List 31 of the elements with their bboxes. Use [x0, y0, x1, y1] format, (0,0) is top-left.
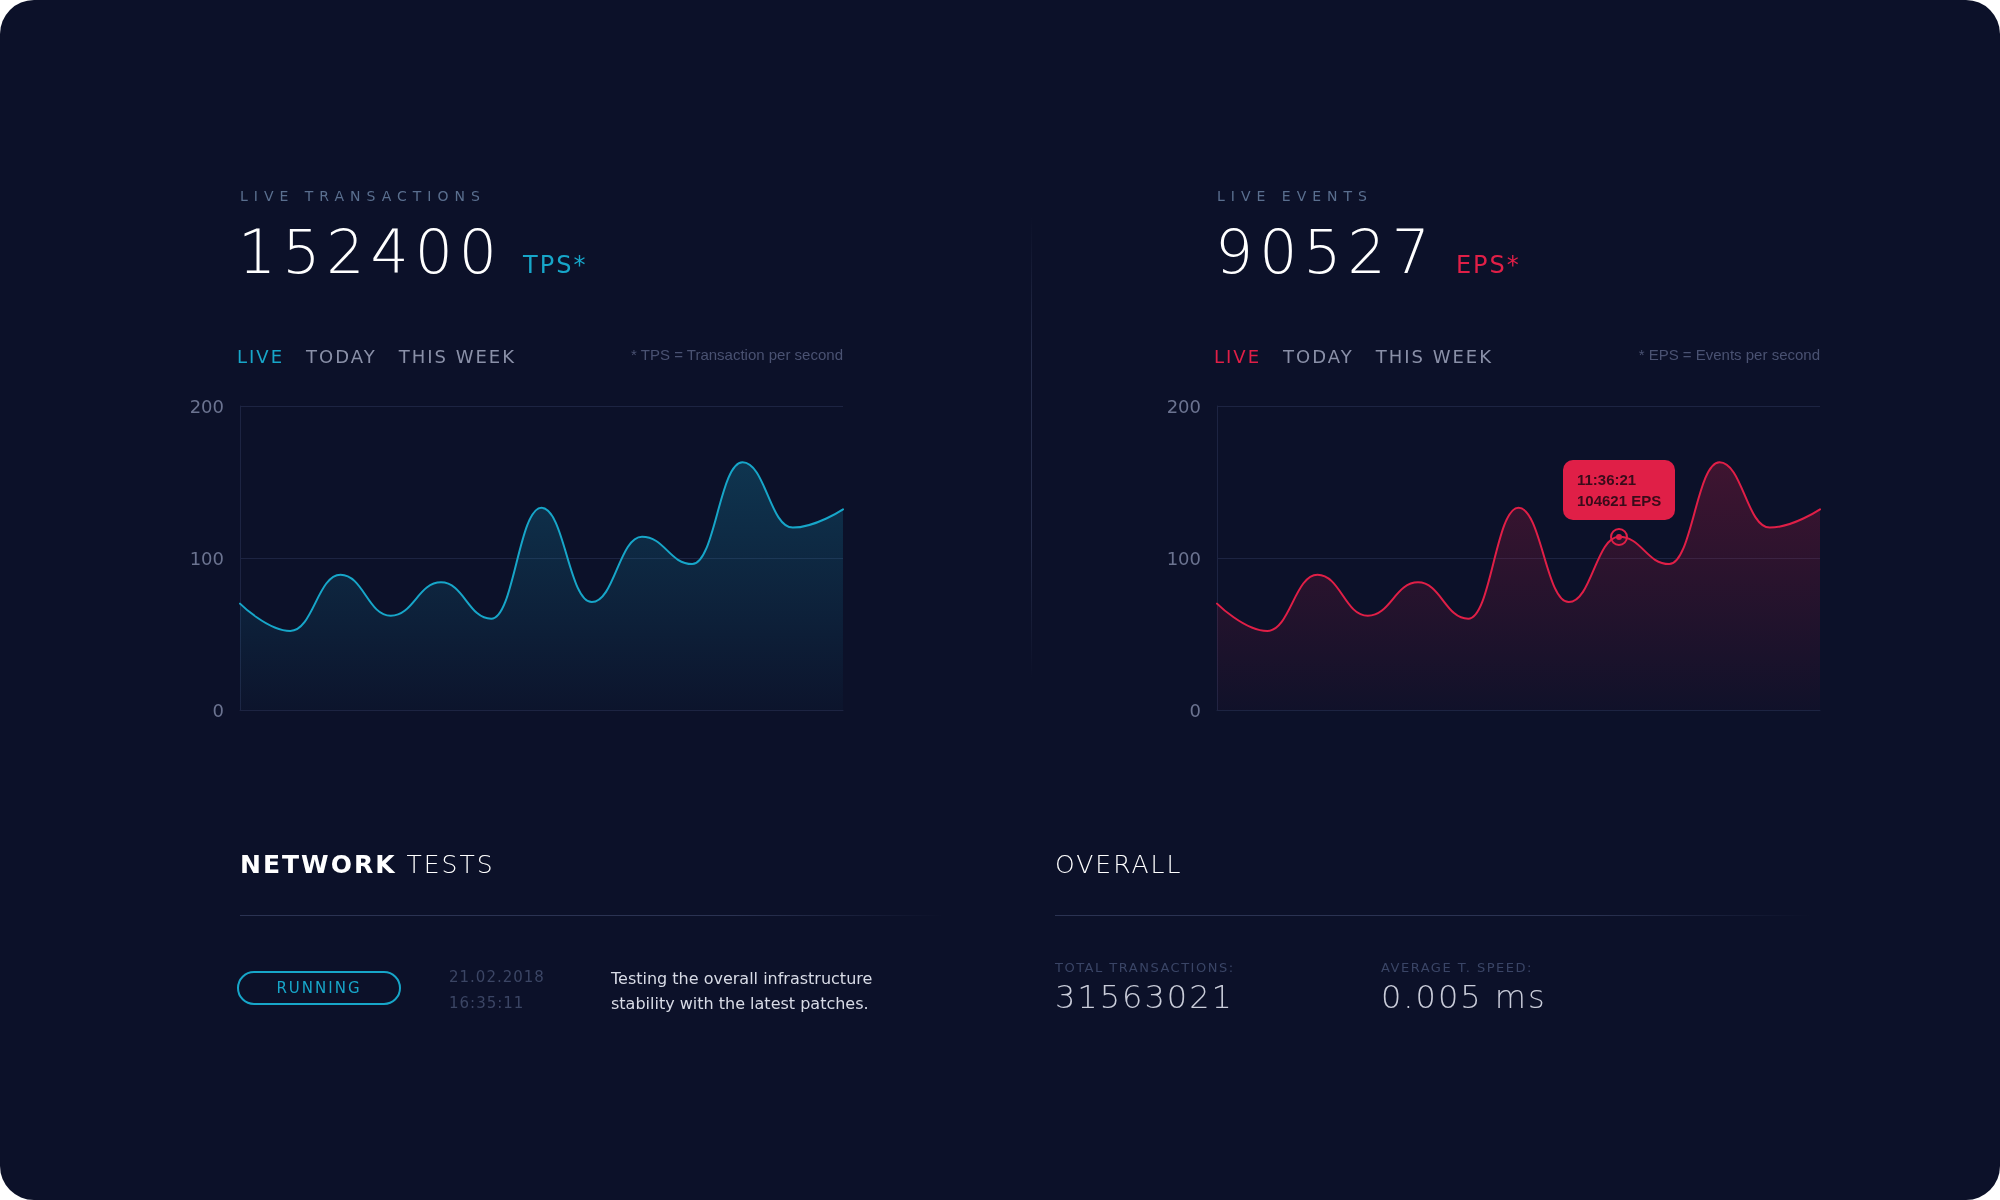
annotation: 11:36:21 104621 EPS: [1563, 459, 1676, 520]
text: * EPS = Events per second: [1638, 346, 1820, 363]
text: 16:35:11: [449, 994, 525, 1012]
text: LIVE: [237, 346, 285, 367]
chart-title: LIVE EVENTS: [1217, 188, 1373, 204]
text: LIVE: [1214, 346, 1262, 367]
y-tick-label: 0: [1189, 699, 1201, 721]
chart-subtitle: 90527: [1215, 216, 1436, 288]
chart-title: LIVE TRANSACTIONS: [240, 188, 486, 204]
text: Testing the overall infrastructure stability with the latest patches.: [611, 968, 874, 1015]
text: THIS WEEK: [398, 346, 516, 367]
text: RUNNING: [237, 971, 401, 1005]
text: * TPS = Transaction per second: [631, 346, 843, 363]
text: 31563021: [1055, 978, 1234, 1016]
text: THIS WEEK: [1375, 346, 1493, 367]
text: TPS*: [523, 251, 588, 279]
text: NETWORK TESTS: [240, 850, 495, 879]
text: TOTAL TRANSACTIONS:: [1055, 960, 1235, 975]
y-tick-label: 100: [189, 547, 224, 569]
text: OVERALL: [1055, 850, 1183, 879]
text: EPS*: [1455, 251, 1521, 279]
text: TODAY: [1283, 346, 1354, 367]
text: 21.02.2018: [449, 968, 545, 986]
y-tick-label: 200: [189, 395, 224, 417]
text: 0.005 ms: [1381, 978, 1547, 1016]
y-tick-label: 200: [1166, 395, 1201, 417]
chart-subtitle: 152400: [238, 216, 504, 288]
y-tick-label: 100: [1166, 547, 1201, 569]
text: TODAY: [306, 346, 377, 367]
y-tick-label: 0: [212, 699, 224, 721]
text: AVERAGE T. SPEED:: [1381, 960, 1533, 975]
